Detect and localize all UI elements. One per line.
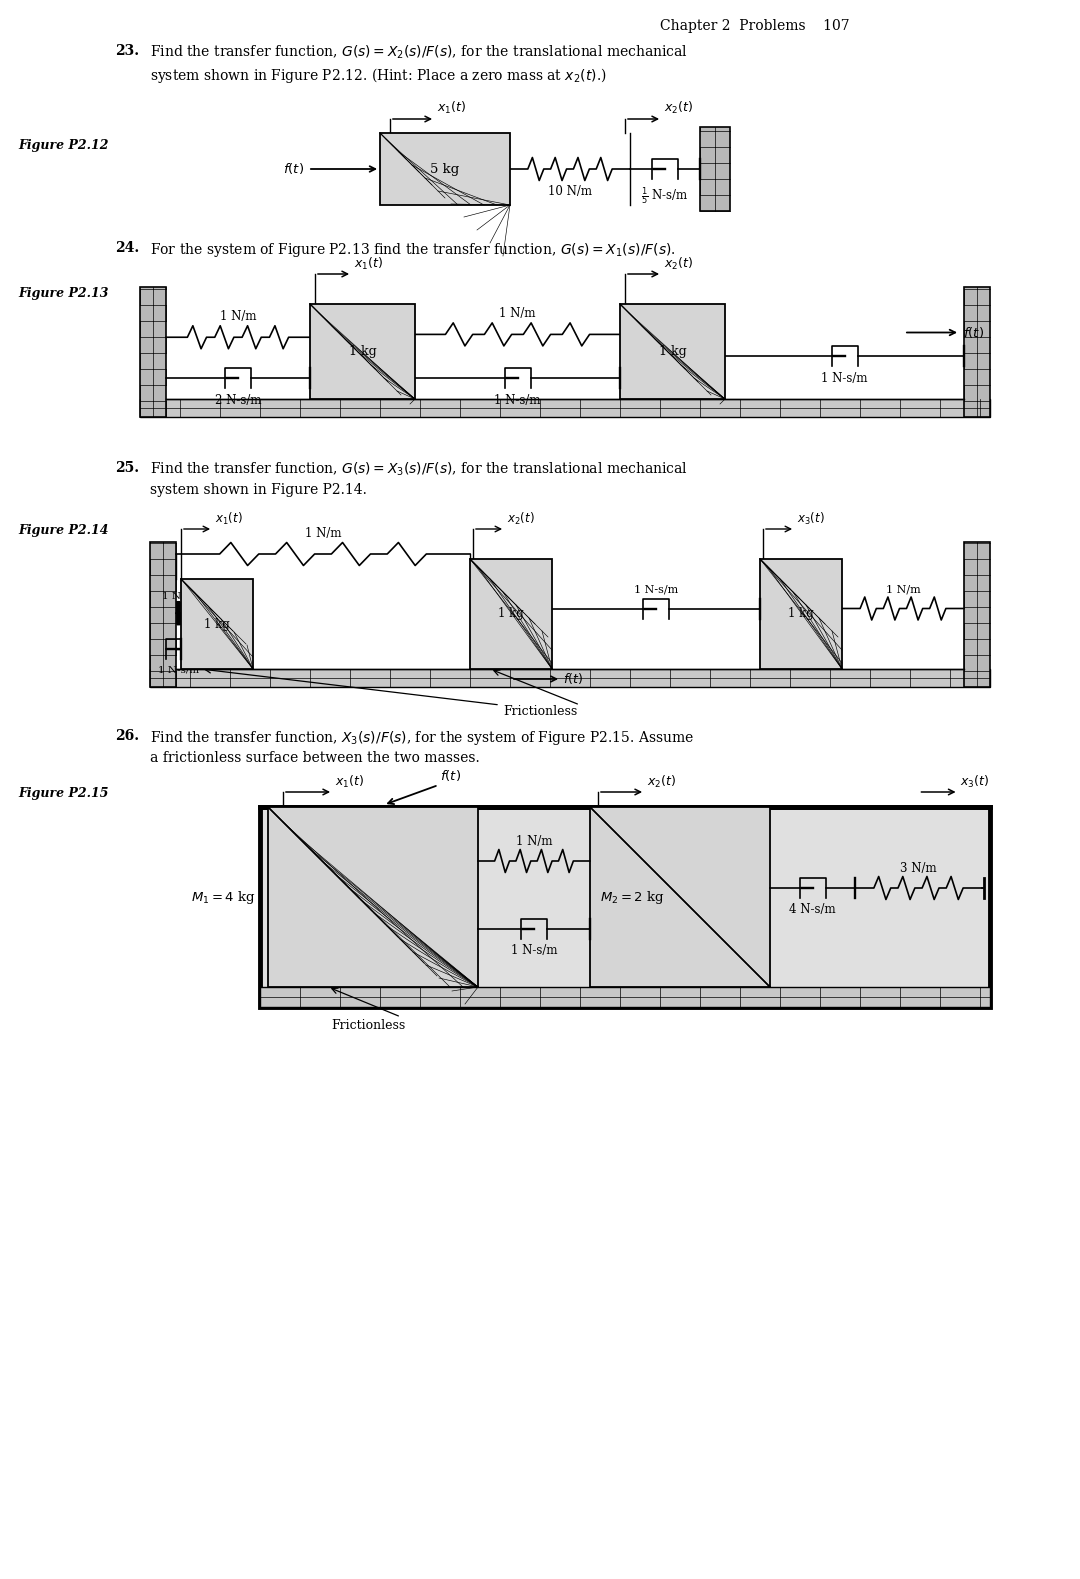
Text: 1 N/m: 1 N/m <box>499 308 536 321</box>
Text: Frictionless: Frictionless <box>330 1018 405 1033</box>
Text: 1 N-s/m: 1 N-s/m <box>821 373 867 385</box>
Text: $f(t)$: $f(t)$ <box>441 767 461 783</box>
Text: 10 N/m: 10 N/m <box>548 185 592 197</box>
Text: Find the transfer function, $X_3(s)/F(s)$, for the system of Figure P2.15. Assum: Find the transfer function, $X_3(s)/F(s)… <box>150 729 694 747</box>
Text: 1 N-s/m: 1 N-s/m <box>158 665 199 674</box>
Text: 1 kg: 1 kg <box>788 608 814 621</box>
Text: $M_2 = 2$ kg: $M_2 = 2$ kg <box>600 889 665 905</box>
Text: $x_3(t)$: $x_3(t)$ <box>960 774 989 790</box>
Text: $x_2(t)$: $x_2(t)$ <box>664 99 693 115</box>
Text: Find the transfer function, $G(s) = X_3(s)/F(s)$, for the translational mechanic: Find the transfer function, $G(s) = X_3(… <box>150 461 688 478</box>
Text: $x_2(t)$: $x_2(t)$ <box>507 512 535 527</box>
Text: Figure P2.13: Figure P2.13 <box>18 287 108 300</box>
Text: 25.: 25. <box>114 461 139 475</box>
Text: $x_1(t)$: $x_1(t)$ <box>335 774 364 790</box>
Text: Chapter 2  Problems    107: Chapter 2 Problems 107 <box>660 19 850 33</box>
Text: Figure P2.14: Figure P2.14 <box>18 524 108 537</box>
Text: 1 kg: 1 kg <box>498 608 524 621</box>
Text: Frictionless: Frictionless <box>503 704 577 718</box>
Bar <box>964 287 990 417</box>
Bar <box>620 305 725 399</box>
Bar <box>140 287 166 417</box>
Text: $f(t)$: $f(t)$ <box>963 325 984 339</box>
Text: $M_1 = 4$ kg: $M_1 = 4$ kg <box>191 889 256 905</box>
Text: 5 kg: 5 kg <box>430 163 460 175</box>
Bar <box>760 559 842 669</box>
Text: Figure P2.15: Figure P2.15 <box>18 786 108 801</box>
Text: $f(t)$: $f(t)$ <box>563 671 583 687</box>
Bar <box>310 305 415 399</box>
Text: 4 N-s/m: 4 N-s/m <box>789 903 836 916</box>
Text: 1 N-s/m: 1 N-s/m <box>634 584 678 595</box>
Text: 23.: 23. <box>114 44 139 58</box>
Bar <box>590 807 770 987</box>
Text: $x_1(t)$: $x_1(t)$ <box>215 512 243 527</box>
Text: $x_2(t)$: $x_2(t)$ <box>647 774 676 790</box>
Text: 1 N/m: 1 N/m <box>162 591 194 600</box>
Text: Figure P2.12: Figure P2.12 <box>18 139 108 152</box>
Text: 1 N/m: 1 N/m <box>516 835 552 848</box>
Bar <box>260 807 990 1007</box>
Text: a frictionless surface between the two masses.: a frictionless surface between the two m… <box>150 752 480 764</box>
Text: 2 N-s/m: 2 N-s/m <box>215 395 261 407</box>
Bar <box>150 542 176 687</box>
Bar <box>150 669 990 687</box>
Text: 1 kg: 1 kg <box>659 344 687 358</box>
Text: 1 N-s/m: 1 N-s/m <box>495 395 541 407</box>
Text: 24.: 24. <box>114 242 139 254</box>
Text: $x_2(t)$: $x_2(t)$ <box>664 256 693 272</box>
Text: 26.: 26. <box>114 729 139 744</box>
Text: 1 kg: 1 kg <box>349 344 376 358</box>
Text: 1 kg: 1 kg <box>204 617 230 630</box>
Bar <box>470 559 552 669</box>
Text: system shown in Figure P2.14.: system shown in Figure P2.14. <box>150 483 367 497</box>
Text: For the system of Figure P2.13 find the transfer function, $G(s) = X_1(s)/F(s)$.: For the system of Figure P2.13 find the … <box>150 242 676 259</box>
Text: 1 N/m: 1 N/m <box>219 309 256 324</box>
Text: $x_1(t)$: $x_1(t)$ <box>354 256 383 272</box>
Text: $f(t)$: $f(t)$ <box>283 161 303 177</box>
Text: $\frac{1}{5}$ N-s/m: $\frac{1}{5}$ N-s/m <box>642 185 689 207</box>
Bar <box>380 133 510 205</box>
Bar <box>181 579 253 669</box>
Bar <box>964 542 990 687</box>
Text: 1 N-s/m: 1 N-s/m <box>511 944 557 957</box>
Text: system shown in Figure P2.12. (Hint: Place a zero mass at $x_2(t)$.): system shown in Figure P2.12. (Hint: Pla… <box>150 66 607 85</box>
Bar <box>260 987 990 1007</box>
Text: $x_1(t)$: $x_1(t)$ <box>437 99 467 115</box>
Bar <box>140 399 990 417</box>
Text: Find the transfer function, $G(s) = X_2(s)/F(s)$, for the translational mechanic: Find the transfer function, $G(s) = X_2(… <box>150 44 688 62</box>
Text: $x_3(t)$: $x_3(t)$ <box>797 512 825 527</box>
Bar <box>268 807 478 987</box>
Text: 3 N/m: 3 N/m <box>901 862 936 875</box>
Text: 1 N/m: 1 N/m <box>886 584 920 595</box>
Text: 1 N/m: 1 N/m <box>305 527 341 540</box>
Bar <box>700 126 730 212</box>
